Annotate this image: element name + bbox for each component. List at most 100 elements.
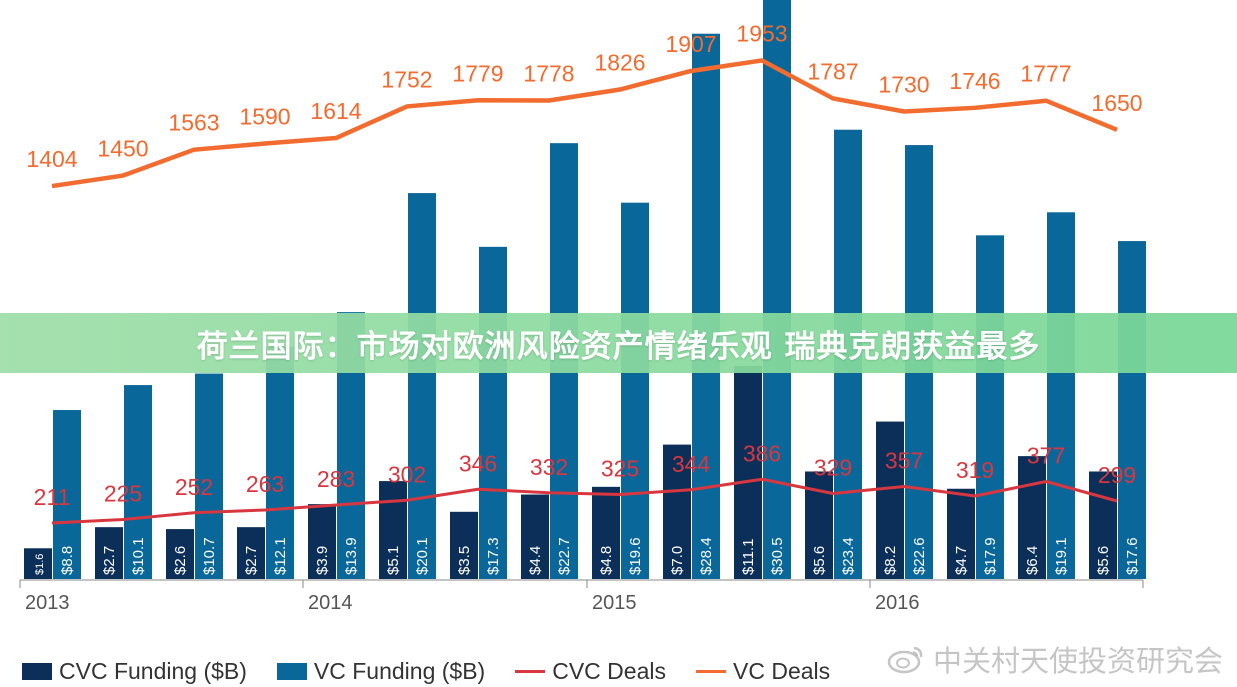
data-label-vc-deals: 1450 [97, 136, 148, 162]
data-label-vc-deals: 1746 [949, 68, 1000, 94]
bar-label-cvc-funding: $2.6 [172, 546, 189, 575]
data-label-vc-deals: 1777 [1020, 61, 1071, 87]
legend-label-cvc-deals: CVC Deals [552, 657, 666, 684]
bar-cvc-funding [1089, 471, 1117, 579]
legend-item-vc-funding: VC Funding ($B) [276, 658, 485, 685]
bar-vc-funding [266, 346, 294, 579]
bar-label-cvc-funding: $7.0 [669, 546, 686, 575]
legend-swatch-cvc-deals [515, 669, 546, 673]
bar-label-cvc-funding: $4.7 [953, 546, 970, 575]
bar-label-cvc-funding: $5.6 [811, 546, 828, 575]
bar-vc-funding [408, 193, 436, 579]
bar-label-vc-funding: $20.1 [414, 537, 431, 575]
legend-label-vc-deals: VC Deals [733, 657, 831, 684]
legend-item-cvc-funding: CVC Funding ($B) [22, 658, 247, 685]
headline-text: 荷兰国际：市场对欧洲风险资产情绪乐观 瑞典克朗获益最多 [196, 328, 1041, 365]
bar-cvc-funding [450, 511, 478, 579]
data-label-vc-deals: 1953 [736, 20, 787, 46]
chart-legend: CVC Funding ($B) VC Funding ($B) CVC Dea… [22, 656, 860, 686]
bar-label-cvc-funding: $2.7 [243, 546, 260, 575]
bar-label-vc-funding: $10.1 [130, 537, 147, 575]
x-tick-label: 2014 [308, 592, 353, 614]
bar-label-vc-funding: $10.7 [201, 537, 218, 575]
bar-vc-funding [976, 235, 1004, 579]
bar-label-cvc-funding: $1.6 [34, 554, 46, 575]
data-label-vc-deals: 1404 [26, 146, 77, 172]
legend-label-cvc-funding: CVC Funding ($B) [59, 657, 247, 684]
bar-label-vc-funding: $17.9 [982, 537, 999, 575]
data-label-cvc-deals: 346 [459, 450, 497, 476]
data-label-cvc-deals: 325 [601, 456, 639, 482]
data-label-cvc-deals: 377 [1027, 443, 1065, 469]
bar-cvc-funding [876, 421, 904, 579]
headline-banner: 荷兰国际：市场对欧洲风险资产情绪乐观 瑞典克朗获益最多 [0, 313, 1237, 373]
data-label-cvc-deals: 302 [388, 461, 426, 487]
bar-label-vc-funding: $19.1 [1053, 537, 1070, 575]
bar-cvc-funding [308, 504, 336, 579]
bar-label-vc-funding: $19.6 [627, 537, 644, 575]
data-label-cvc-deals: 211 [34, 484, 71, 510]
bar-cvc-funding [592, 486, 620, 579]
bar-cvc-funding [663, 444, 691, 579]
data-label-cvc-deals: 252 [175, 474, 213, 500]
data-label-cvc-deals: 386 [743, 440, 781, 466]
bar-cvc-funding [95, 527, 123, 579]
data-label-vc-deals: 1614 [310, 98, 361, 124]
data-label-vc-deals: 1778 [523, 60, 574, 86]
bar-cvc-funding [166, 529, 194, 579]
data-label-vc-deals: 1779 [452, 60, 503, 86]
bar-label-cvc-funding: $8.2 [882, 546, 899, 575]
data-label-cvc-deals: 263 [246, 471, 284, 497]
bar-vc-funding [479, 246, 507, 579]
data-label-cvc-deals: 329 [814, 455, 852, 481]
watermark: 中关村天使投资研究会 [887, 638, 1223, 680]
bar-label-cvc-funding: $3.9 [314, 546, 331, 575]
data-label-vc-deals: 1650 [1091, 90, 1142, 116]
data-label-cvc-deals: 344 [672, 451, 711, 477]
bar-label-cvc-funding: $5.1 [385, 546, 402, 575]
bar-label-vc-funding: $30.5 [769, 537, 786, 575]
bar-label-cvc-funding: $5.6 [1095, 546, 1112, 575]
legend-swatch-cvc-funding [22, 662, 52, 680]
bar-label-vc-funding: $12.1 [272, 537, 289, 575]
bar-vc-funding [763, 0, 791, 579]
data-label-cvc-deals: 283 [317, 466, 355, 492]
bar-label-vc-funding: $8.8 [59, 546, 76, 575]
data-label-cvc-deals: 332 [530, 454, 568, 480]
bar-cvc-funding [521, 494, 549, 579]
bar-vc-funding [1118, 241, 1146, 579]
x-tick-label: 2015 [592, 592, 637, 614]
data-label-vc-deals: 1787 [807, 58, 858, 84]
data-label-vc-deals: 1752 [381, 66, 432, 92]
bar-vc-funding [621, 202, 649, 579]
data-label-vc-deals: 1826 [594, 50, 645, 76]
bar-vc-funding [692, 33, 720, 580]
bar-label-cvc-funding: $3.5 [456, 546, 473, 575]
bar-vc-funding [195, 373, 223, 579]
data-label-cvc-deals: 225 [104, 481, 142, 507]
bar-vc-funding [1047, 212, 1075, 579]
bar-cvc-funding [24, 548, 52, 579]
data-label-vc-deals: 1907 [665, 31, 716, 57]
x-tick-label: 2013 [25, 592, 70, 614]
legend-item-vc-deals: VC Deals [696, 658, 830, 685]
data-label-vc-deals: 1563 [168, 110, 219, 136]
x-tick-label: 2016 [875, 592, 920, 614]
line-vc-deals [51, 58, 1118, 189]
legend-swatch-vc-deals [696, 669, 726, 673]
legend-item-cvc-deals: CVC Deals [515, 658, 666, 685]
bar-cvc-funding [947, 488, 975, 579]
bar-label-vc-funding: $22.7 [556, 537, 573, 575]
bar-label-vc-funding: $28.4 [698, 537, 715, 575]
bar-label-cvc-funding: $4.8 [598, 546, 615, 575]
bar-label-vc-funding: $22.6 [911, 537, 928, 575]
bar-vc-funding [124, 385, 152, 579]
data-label-cvc-deals: 299 [1098, 462, 1136, 488]
legend-swatch-vc-funding [276, 662, 307, 680]
data-label-vc-deals: 1590 [239, 104, 290, 130]
bar-cvc-funding [379, 481, 407, 579]
data-label-vc-deals: 1730 [878, 71, 929, 97]
line-cvc-deals [51, 477, 1118, 525]
bar-cvc-funding [237, 527, 265, 579]
